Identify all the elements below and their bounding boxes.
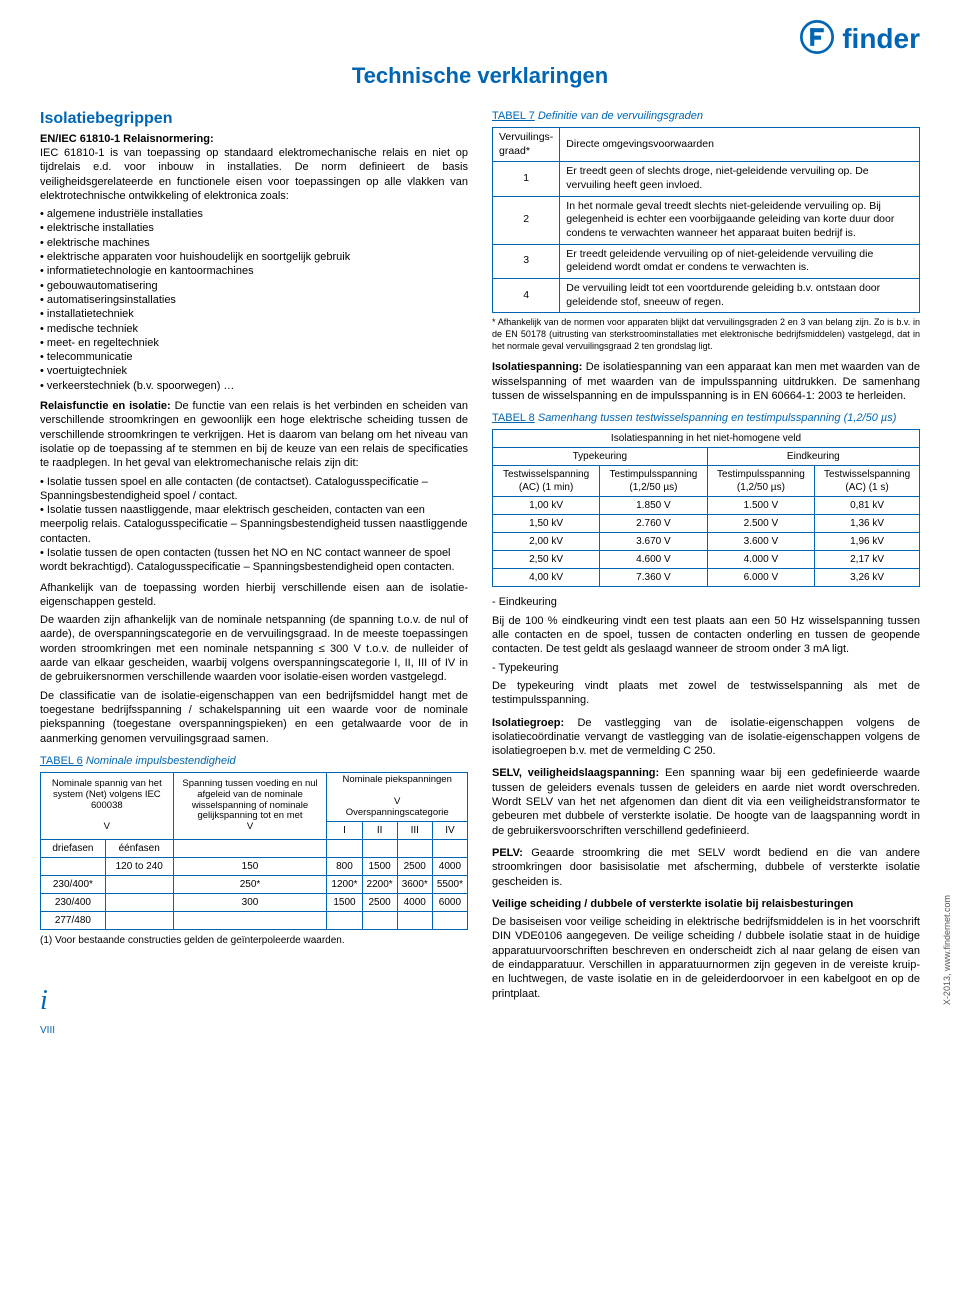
table-row: 230/400*250*1200*2200*3600*5500* xyxy=(41,875,468,893)
vertical-footer: X-2013, www.findernet.com xyxy=(942,895,954,1005)
table7: Vervuilings-graad* Directe omgevingsvoor… xyxy=(492,127,920,313)
eindkeuring-h: - Eindkeuring xyxy=(492,595,920,609)
list-item: informatietechnologie en kantoormachines xyxy=(40,264,468,278)
list-item: algemene industriële installaties xyxy=(40,207,468,221)
isolation-bullets: Isolatie tussen spoel en alle contacten … xyxy=(40,475,468,575)
table6-label: TABEL 6 Nominale impulsbestendigheid xyxy=(40,754,468,768)
t8-c1: Testwisselspanning (AC) (1 min) xyxy=(493,466,600,497)
page-number: VIII xyxy=(40,1024,55,1037)
classificatie-paragraph: De classificatie van de isolatie-eigensc… xyxy=(40,689,468,746)
table-row: 2In het normale geval treedt slechts nie… xyxy=(493,196,920,244)
table-row: 3Er treedt geleidende vervuiling op of n… xyxy=(493,244,920,278)
t6-h-nominal: Nominale spannig van het system (Net) vo… xyxy=(41,773,174,840)
t6-eenfasen: éénfasen xyxy=(105,839,173,857)
t8-typ: Typekeuring xyxy=(493,448,708,466)
t6-driefasen: driefasen xyxy=(41,839,106,857)
list-item: verkeerstechniek (b.v. spoorwegen) … xyxy=(40,379,468,393)
relais-label: Relaisfunctie en isolatie: xyxy=(40,400,171,412)
isolatiespanning-paragraph: Isolatiespanning: De isolatiespanning va… xyxy=(492,360,920,403)
side-marker-icon: i xyxy=(40,983,48,1019)
table-row: 2,50 kV4.600 V4.000 V2,17 kV xyxy=(493,551,920,569)
table-row: 4De vervuiling leidt tot een voortdurend… xyxy=(493,278,920,312)
list-item: Isolatie tussen spoel en alle contacten … xyxy=(40,475,468,504)
t6-cat-1: I xyxy=(327,821,362,839)
intro-paragraph: IEC 61810-1 is van toepassing op standaa… xyxy=(40,146,468,203)
application-list: algemene industriële installaties elektr… xyxy=(40,207,468,393)
veilig-paragraph: De basiseisen voor veilige scheiding in … xyxy=(492,915,920,1001)
afhankelijk-paragraph: Afhankelijk van de toepassing worden hie… xyxy=(40,581,468,610)
list-item: elektrische apparaten voor huishoudelijk… xyxy=(40,250,468,264)
table7-foot: * Afhankelijk van de normen voor apparat… xyxy=(492,317,920,352)
typekeuring-paragraph: De typekeuring vindt plaats met zowel de… xyxy=(492,679,920,708)
brand-name: finder xyxy=(842,21,920,57)
list-item: gebouwautomatisering xyxy=(40,279,468,293)
t6-cat-3: III xyxy=(397,821,432,839)
section-isolatiebegrippen: Isolatiebegrippen xyxy=(40,109,468,130)
t8-eind: Eindkeuring xyxy=(707,448,919,466)
list-item: elektrische machines xyxy=(40,236,468,250)
table6-note: (1) Voor bestaande constructies gelden d… xyxy=(40,934,468,947)
selv-label: SELV, veiligheidslaagspanning: xyxy=(492,767,659,779)
subheading-relaisnormering: EN/IEC 61810-1 Relaisnormering: xyxy=(40,132,468,146)
typekeuring-h: - Typekeuring xyxy=(492,661,920,675)
right-column: TABEL 7 Definitie van de vervuilingsgrad… xyxy=(492,109,920,1005)
relais-paragraph: Relaisfunctie en isolatie: De functie va… xyxy=(40,399,468,470)
table6: Nominale spannig van het system (Net) vo… xyxy=(40,772,468,930)
table-row: 1,50 kV2.760 V2.500 V1,36 kV xyxy=(493,515,920,533)
table-row: 120 to 240150800150025004000 xyxy=(41,857,468,875)
selv-paragraph: SELV, veiligheidslaagspanning: Een spann… xyxy=(492,766,920,837)
waarden-paragraph: De waarden zijn afhankelijk van de nomin… xyxy=(40,613,468,684)
table-row: 2,00 kV3.670 V3.600 V1,96 kV xyxy=(493,533,920,551)
list-item: meet- en regeltechniek xyxy=(40,336,468,350)
table-row: 4,00 kV7.360 V6.000 V3,26 kV xyxy=(493,569,920,587)
t6-h-mid: Spanning tussen voeding en nul afgeleid … xyxy=(173,773,327,840)
header: finder xyxy=(40,20,920,58)
t8-top: Isolatiespanning in het niet-homogene ve… xyxy=(493,430,920,448)
isolatiegroep-paragraph: Isolatiegroep: De vastlegging van de iso… xyxy=(492,716,920,759)
t7-h2: Directe omgevingsvoorwaarden xyxy=(560,128,920,162)
page-title: Technische verklaringen xyxy=(40,62,920,91)
table-row: 277/480 xyxy=(41,911,468,929)
table8-label: TABEL 8 Samenhang tussen testwisselspann… xyxy=(492,411,920,425)
list-item: voertuigtechniek xyxy=(40,364,468,378)
t6-h-peak: Nominale piekspanningenVOverspanningscat… xyxy=(327,773,468,822)
list-item: elektrische installaties xyxy=(40,221,468,235)
t8-c4: Testwisselspanning (AC) (1 s) xyxy=(815,466,920,497)
grp-label: Isolatiegroep: xyxy=(492,717,564,729)
veilig-label: Veilige scheiding / dubbele of versterkt… xyxy=(492,897,920,911)
list-item: installatietechniek xyxy=(40,307,468,321)
brand-logo-icon xyxy=(800,20,834,58)
table8: Isolatiespanning in het niet-homogene ve… xyxy=(492,429,920,587)
list-item: Isolatie tussen naastliggende, maar elek… xyxy=(40,503,468,546)
eindkeuring-paragraph: Bij de 100 % eindkeuring vindt een test … xyxy=(492,614,920,657)
pelv-label: PELV: xyxy=(492,847,523,859)
t7-h1: Vervuilings-graad* xyxy=(493,128,560,162)
t6-cat-2: II xyxy=(362,821,397,839)
iso-label: Isolatiespanning: xyxy=(492,361,582,373)
list-item: automatiseringsinstallaties xyxy=(40,293,468,307)
table7-label: TABEL 7 Definitie van de vervuilingsgrad… xyxy=(492,109,920,123)
table-row: 1Er treedt geen of slechts droge, niet-g… xyxy=(493,162,920,196)
table-row: 1,00 kV1.850 V1.500 V0,81 kV xyxy=(493,497,920,515)
list-item: medische techniek xyxy=(40,322,468,336)
table-row: 230/4003001500250040006000 xyxy=(41,893,468,911)
t6-cat-4: IV xyxy=(432,821,467,839)
pelv-paragraph: PELV: Geaarde stroomkring die met SELV w… xyxy=(492,846,920,889)
list-item: telecommunicatie xyxy=(40,350,468,364)
t8-c2: Testimpulsspanning (1,2/50 µs) xyxy=(600,466,707,497)
t8-c3: Testimpulsspanning (1,2/50 µs) xyxy=(707,466,814,497)
left-column: Isolatiebegrippen EN/IEC 61810-1 Relaisn… xyxy=(40,109,468,1005)
list-item: Isolatie tussen de open contacten (tusse… xyxy=(40,546,468,575)
